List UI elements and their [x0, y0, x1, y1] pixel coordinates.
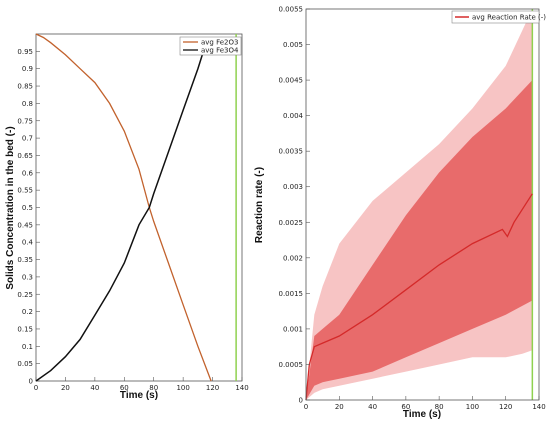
plot-frame-left: [35, 33, 243, 382]
x-tick-label: 0: [304, 403, 308, 411]
y-tick-label: 0.35: [17, 256, 33, 264]
y-tick-label: 0.9: [22, 65, 33, 73]
y-tick-label: 0.4: [22, 239, 34, 247]
y-tick-label: 0.005: [283, 41, 303, 49]
x-tick-label: 120: [499, 403, 512, 411]
legend-left: avg Fe2O3 avg Fe3O4: [179, 36, 242, 56]
y-tick-label: 0.55: [17, 187, 33, 195]
y-tick-label: 0.0055: [279, 6, 304, 14]
x-tick-label: 40: [90, 384, 99, 392]
chart-reaction-rate: 0 20 40 60 80 100 120 140 0 0.0005 0.001 0.0015 0.00…: [254, 6, 546, 421]
series-line-fe3o4: [35, 40, 208, 382]
y-tick-label: 0.2: [22, 308, 33, 316]
x-tick-label: 80: [149, 384, 158, 392]
y-tick-label: 0.0015: [279, 290, 304, 298]
y-tick-label: 0.002: [283, 254, 303, 262]
x-tick-label: 140: [235, 384, 248, 392]
x-axis-title-right: Time (s): [403, 409, 441, 420]
y-axis-title-right: Reaction rate (-): [254, 167, 265, 243]
axis-ticks-left: 0 20 40 60 80 100 120 140 0 0.05 0.1 0.15 0.2 0.25 0.3…: [17, 48, 248, 392]
axis-ticks-right: 0 20 40 60 80 100 120 140 0 0.0005 0.001 0.0015 0.00…: [279, 6, 546, 412]
x-tick-label: 0: [34, 384, 38, 392]
legend-right: avg Reaction Rate (-): [451, 10, 546, 24]
y-tick-label: 0.95: [17, 48, 33, 56]
x-tick-label: 100: [466, 403, 479, 411]
y-tick-label: 0.45: [17, 221, 33, 229]
legend-box-right: [451, 10, 540, 24]
y-tick-label: 0.7: [22, 135, 33, 143]
x-tick-label: 120: [206, 384, 219, 392]
x-tick-label: 20: [61, 384, 70, 392]
series-line-reaction-rate: [305, 193, 533, 401]
y-tick-label: 0.6: [22, 169, 34, 177]
y-tick-label: 0.25: [17, 291, 33, 299]
y-tick-label: 0.85: [17, 83, 33, 91]
x-tick-label: 140: [532, 403, 545, 411]
y-tick-label: 0: [29, 378, 33, 386]
chart-concentration: 0 20 40 60 80 100 120 140 0 0.05 0.1 0.15 0.2 0.25 0.3…: [5, 33, 249, 401]
x-tick-label: 20: [335, 403, 344, 411]
y-tick-label: 0.1: [22, 343, 33, 351]
plot-frame-right: [305, 8, 540, 401]
x-axis-title-left: Time (s): [120, 390, 158, 401]
y-tick-label: 0.65: [17, 152, 33, 160]
y-tick-label: 0.8: [22, 100, 33, 108]
y-tick-label: 0.3: [22, 273, 33, 281]
series-line-fe2o3: [35, 33, 212, 382]
inner-band: [306, 80, 533, 400]
y-tick-label: 0: [299, 397, 303, 405]
x-tick-label: 60: [401, 403, 410, 411]
y-tick-label: 0.0035: [279, 148, 304, 156]
y-tick-label: 0.5: [22, 204, 33, 212]
y-tick-label: 0.001: [283, 325, 303, 333]
legend-label-reaction-rate: avg Reaction Rate (-): [472, 14, 546, 22]
legend-label-fe2o3: avg Fe2O3: [201, 39, 238, 47]
legend-label-fe3o4: avg Fe3O4: [201, 47, 239, 55]
y-tick-label: 0.15: [17, 325, 33, 333]
y-tick-label: 0.0045: [279, 77, 304, 85]
x-tick-label: 100: [176, 384, 189, 392]
y-tick-label: 0.05: [17, 360, 33, 368]
y-tick-label: 0.0005: [279, 361, 304, 369]
y-tick-label: 0.75: [17, 117, 33, 125]
y-axis-title-left: Solids Concentration in the bed (-): [5, 126, 16, 289]
x-tick-label: 40: [368, 403, 377, 411]
y-tick-label: 0.003: [283, 183, 303, 191]
y-tick-label: 0.004: [283, 112, 304, 120]
y-tick-label: 0.0025: [279, 219, 304, 227]
x-tick-label: 60: [120, 384, 129, 392]
x-tick-label: 80: [435, 403, 444, 411]
